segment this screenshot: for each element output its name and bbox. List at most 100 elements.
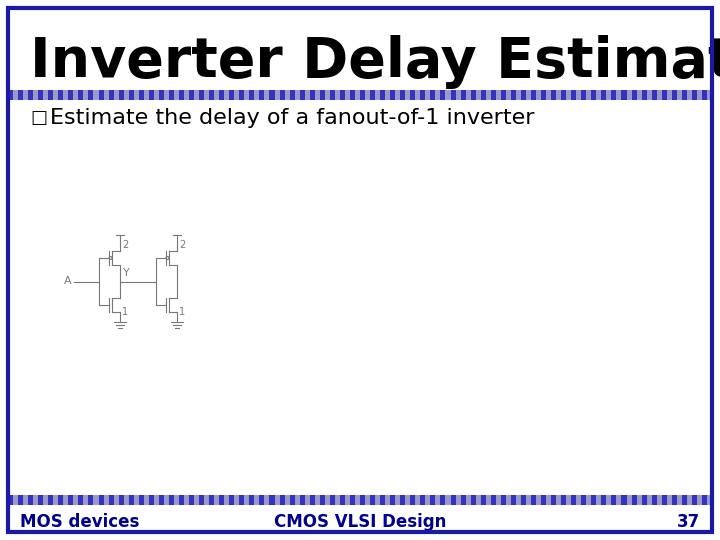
Bar	[365, 90, 371, 100]
Bar	[390, 495, 396, 505]
Bar	[164, 495, 169, 505]
Bar	[395, 90, 401, 100]
Bar	[355, 495, 361, 505]
Bar	[616, 90, 622, 100]
Bar	[606, 495, 612, 505]
Bar	[159, 90, 164, 100]
Bar	[53, 90, 59, 100]
Bar	[164, 90, 169, 100]
Text: Y: Y	[123, 268, 130, 279]
Bar	[159, 495, 164, 505]
Bar	[209, 495, 215, 505]
Bar	[677, 495, 683, 505]
Bar	[471, 495, 476, 505]
Bar	[194, 90, 199, 100]
Bar	[294, 495, 300, 505]
Bar	[601, 495, 607, 505]
Text: CMOS VLSI Design: CMOS VLSI Design	[274, 513, 446, 531]
Bar	[657, 90, 662, 100]
Bar	[546, 90, 552, 100]
Bar	[239, 495, 245, 505]
Bar	[274, 90, 280, 100]
Bar	[124, 495, 129, 505]
Bar	[345, 495, 351, 505]
Bar	[269, 495, 275, 505]
Bar	[481, 90, 486, 100]
Bar	[521, 495, 526, 505]
Bar	[149, 90, 154, 100]
Bar	[229, 495, 235, 505]
Bar	[687, 495, 693, 505]
Bar	[189, 495, 194, 505]
Bar	[415, 495, 421, 505]
Bar	[486, 90, 491, 100]
Bar	[58, 90, 64, 100]
Bar	[199, 495, 204, 505]
Bar	[300, 495, 305, 505]
Bar	[360, 495, 366, 505]
Bar	[28, 495, 34, 505]
Bar	[431, 90, 436, 100]
Bar	[259, 90, 265, 100]
Text: A: A	[64, 276, 72, 287]
Bar	[68, 90, 74, 100]
Bar	[119, 90, 124, 100]
Bar	[194, 495, 199, 505]
Bar	[672, 495, 678, 505]
Bar	[436, 495, 441, 505]
Bar	[506, 90, 511, 100]
Bar	[395, 495, 401, 505]
Bar	[174, 495, 179, 505]
Bar	[511, 495, 516, 505]
Bar	[390, 90, 396, 100]
Bar	[631, 90, 637, 100]
Bar	[38, 90, 44, 100]
Bar	[99, 90, 104, 100]
Bar	[491, 90, 496, 100]
Bar	[184, 90, 189, 100]
Bar	[229, 90, 235, 100]
Bar	[591, 90, 597, 100]
Bar	[501, 90, 506, 100]
Bar	[385, 495, 391, 505]
Bar	[139, 90, 144, 100]
Bar	[179, 90, 184, 100]
Bar	[531, 90, 536, 100]
Bar	[546, 495, 552, 505]
Bar	[149, 495, 154, 505]
Bar	[420, 90, 426, 100]
Bar	[677, 90, 683, 100]
Bar	[576, 90, 582, 100]
Bar	[43, 495, 49, 505]
Bar	[436, 90, 441, 100]
Bar	[516, 90, 521, 100]
Bar	[340, 495, 346, 505]
Bar	[611, 495, 617, 505]
Bar	[68, 495, 74, 505]
Bar	[294, 90, 300, 100]
Bar	[169, 495, 174, 505]
Text: 1: 1	[122, 307, 128, 317]
Bar	[476, 90, 481, 100]
Text: Inverter Delay Estimate: Inverter Delay Estimate	[30, 35, 720, 89]
Bar	[431, 495, 436, 505]
Bar	[8, 495, 14, 505]
Bar	[631, 495, 637, 505]
Bar	[84, 90, 89, 100]
Bar	[571, 495, 577, 505]
Bar	[511, 90, 516, 100]
Bar	[18, 495, 24, 505]
Bar	[129, 495, 134, 505]
Bar	[139, 495, 144, 505]
Bar	[335, 90, 341, 100]
Bar	[531, 495, 536, 505]
Bar	[697, 495, 703, 505]
Bar	[73, 495, 79, 505]
Bar	[626, 90, 632, 100]
Bar	[264, 90, 270, 100]
Bar	[586, 90, 592, 100]
Bar	[506, 495, 511, 505]
Bar	[461, 495, 466, 505]
Bar	[259, 495, 265, 505]
Bar	[179, 495, 184, 505]
